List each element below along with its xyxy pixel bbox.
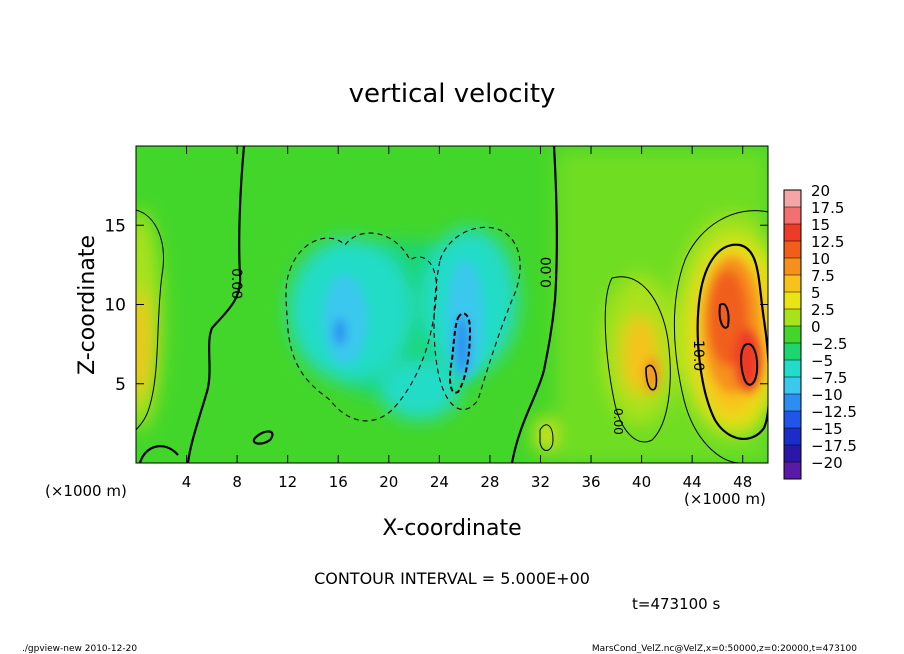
colorbar-label: −10	[811, 386, 843, 404]
x-tick-label: 4	[182, 473, 192, 491]
contour-small-blob	[539, 424, 554, 451]
colorbar-swatch	[784, 462, 801, 479]
x-tick-label: 24	[430, 473, 449, 491]
colorbar-label: 0	[811, 318, 821, 336]
contour-interval: CONTOUR INTERVAL = 5.000E+00	[314, 569, 590, 588]
contour-label: 10.0	[690, 340, 706, 371]
y-tick-label: 10	[104, 296, 126, 316]
x-tick-label: 36	[581, 473, 600, 491]
colorbar-label: −7.5	[811, 369, 847, 387]
colorbar-label: −15	[811, 420, 843, 438]
colorbar-label: −5	[811, 352, 833, 370]
colorbar-label: 2.5	[811, 301, 835, 319]
x-tick-label: 8	[232, 473, 242, 491]
colorbar-label: 15	[811, 216, 830, 234]
footer-right: MarsCond_VelZ.nc@VelZ,x=0:50000,z=0:2000…	[592, 644, 857, 654]
colorbar-swatch	[784, 394, 801, 411]
colorbar-label: 12.5	[811, 233, 844, 251]
x-axis-label: X-coordinate	[382, 516, 521, 541]
contour-label-group: 0.00 0.00 0.00 10.0	[228, 257, 706, 435]
y-axis: 5 10 15	[104, 216, 768, 395]
colorbar-swatch	[784, 428, 801, 445]
contour-zero-middle	[510, 146, 558, 463]
contour-label: 0.00	[539, 257, 555, 288]
colorbar-swatch	[784, 411, 801, 428]
heatmap-field	[136, 146, 768, 463]
colorbar-swatch	[784, 445, 801, 462]
contour-lines	[136, 146, 768, 463]
colorbar-label: 5	[811, 284, 821, 302]
contour-label: 0.00	[228, 268, 244, 299]
contour-dashed-left	[285, 232, 438, 422]
contour-ten	[696, 243, 768, 440]
contour-positive-left	[136, 209, 164, 431]
colorbar-label: −12.5	[811, 403, 857, 421]
colorbar-swatch	[784, 360, 801, 377]
x-unit-left: (×1000 m)	[45, 482, 127, 500]
y-tick-label: 5	[115, 375, 126, 395]
colorbar-swatch	[784, 190, 801, 207]
colorbar-label: 17.5	[811, 199, 844, 217]
time-label: t=473100 s	[632, 595, 720, 613]
colorbar-swatch	[784, 241, 801, 258]
colorbar-swatch	[784, 207, 801, 224]
x-tick-label: 48	[733, 473, 752, 491]
contour-zero-left	[186, 146, 246, 463]
colorbar-label: 20	[811, 182, 830, 200]
footer-left: ./gpview-new 2010-12-20	[22, 644, 137, 654]
x-tick-label: 12	[278, 473, 297, 491]
chart-title: vertical velocity	[349, 79, 556, 109]
x-tick-label: 40	[632, 473, 651, 491]
y-tick-label: 15	[104, 216, 126, 236]
colorbar-label: 10	[811, 250, 830, 268]
colorbar-label: −17.5	[811, 437, 857, 455]
x-unit-right: (×1000 m)	[684, 490, 766, 508]
colorbar-swatch	[784, 326, 801, 343]
contour-fifteen	[718, 302, 759, 386]
colorbar-swatch	[784, 224, 801, 241]
contour-positive-right-outer	[673, 210, 768, 463]
x-axis: 4 8 12 16 20 24 28 32 36 40 44 48	[182, 146, 752, 491]
colorbar-swatch	[784, 343, 801, 360]
x-tick-label: 20	[379, 473, 398, 491]
contour-dashed-right	[433, 226, 521, 411]
x-tick-label: 44	[683, 473, 702, 491]
colorbar-swatch	[784, 309, 801, 326]
colorbar-swatch	[784, 275, 801, 292]
x-tick-label: 16	[329, 473, 348, 491]
colorbar-label: 7.5	[811, 267, 835, 285]
x-tick-label: 28	[480, 473, 499, 491]
y-axis-label: Z-coordinate	[75, 235, 100, 375]
contour-zero-bottom-left	[138, 430, 274, 463]
colorbar-label: −20	[811, 454, 843, 472]
colorbar-swatch	[784, 377, 801, 394]
contour-positive-small	[645, 364, 658, 391]
x-tick-label: 32	[531, 473, 550, 491]
contour-dashed-core	[449, 312, 472, 394]
colorbar-swatch	[784, 292, 801, 309]
colorbar-swatch	[784, 258, 801, 275]
colorbar: 2017.51512.5107.552.50−2.5−5−7.5−10−12.5…	[783, 182, 857, 480]
contour-label: 0.00	[611, 408, 625, 435]
colorbar-label: −2.5	[811, 335, 847, 353]
contour-positive-mid	[604, 276, 671, 443]
